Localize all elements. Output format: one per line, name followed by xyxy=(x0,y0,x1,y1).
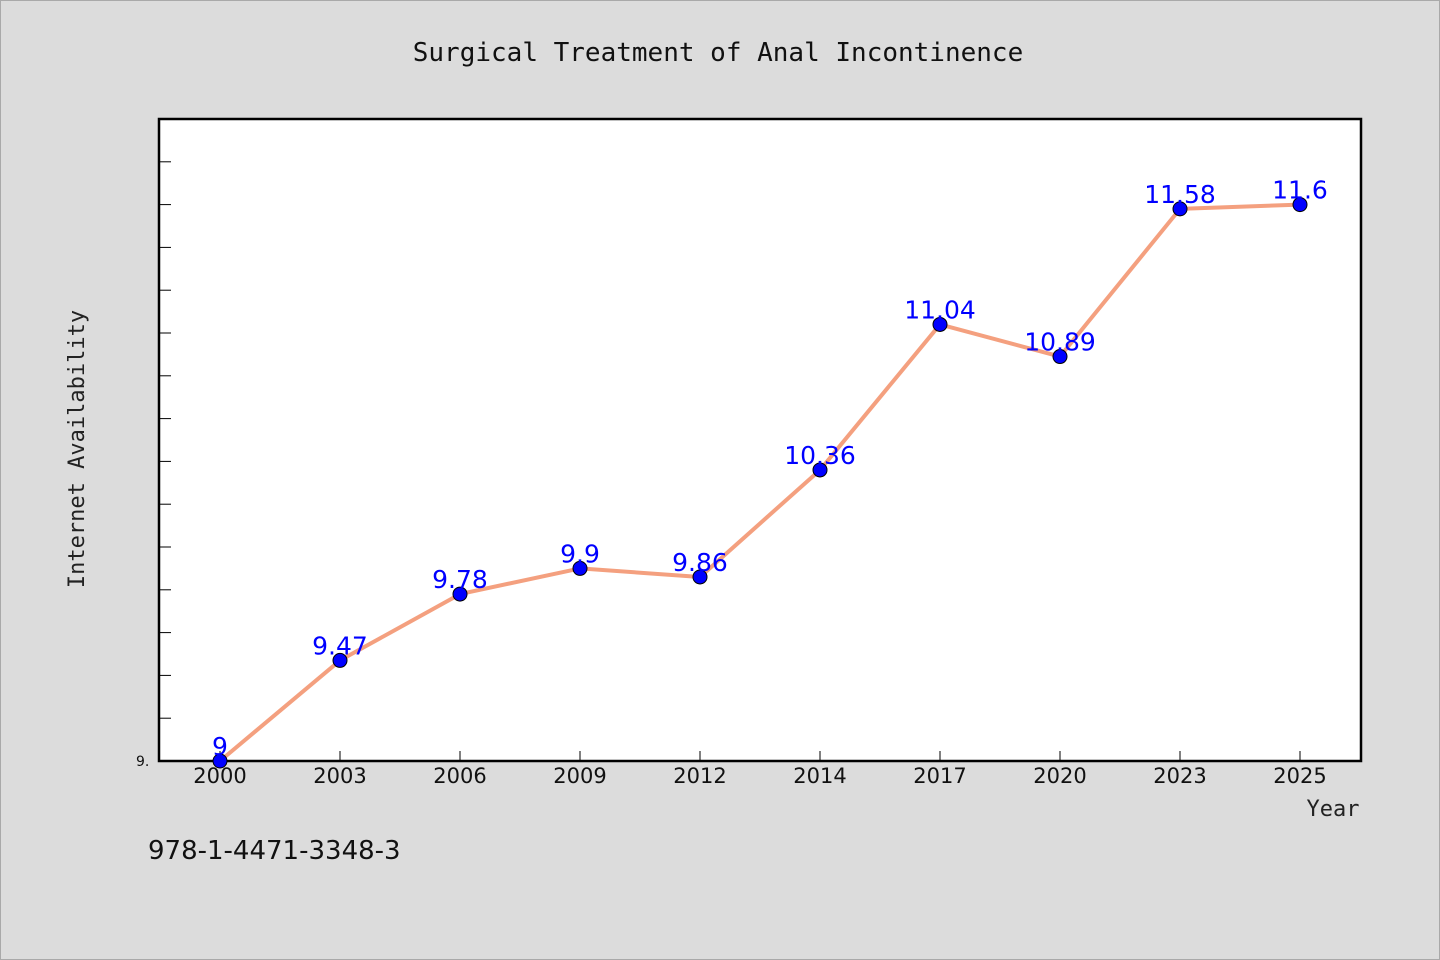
data-label: 10.36 xyxy=(784,441,856,470)
data-label: 11.04 xyxy=(904,295,976,324)
chart-title: Surgical Treatment of Anal Incontinence xyxy=(413,38,1023,68)
data-label: 11.58 xyxy=(1144,180,1216,209)
data-point xyxy=(212,753,228,769)
data-label: 9.47 xyxy=(312,631,368,660)
y-tick-label: 9. xyxy=(136,754,149,770)
y-axis-ticks xyxy=(159,118,171,762)
data-point xyxy=(812,462,828,478)
x-tick-label: 2003 xyxy=(313,764,366,788)
data-point xyxy=(692,569,708,585)
data-point xyxy=(1172,201,1188,217)
data-labels: 9 9.47 9.78 9.9 9.86 10.36 11.04 10.89 11.58 11.6 xyxy=(212,176,1328,761)
data-point xyxy=(1052,349,1068,365)
data-label: 9.78 xyxy=(432,565,488,594)
x-tick-label: 2020 xyxy=(1033,764,1086,788)
data-label: 9.86 xyxy=(672,548,728,577)
data-point xyxy=(332,652,348,668)
data-label: 10.89 xyxy=(1024,328,1096,357)
x-tick-label: 2009 xyxy=(553,764,606,788)
data-label: 9.9 xyxy=(560,539,600,568)
data-points xyxy=(212,197,1308,769)
data-point xyxy=(1292,197,1308,213)
data-point xyxy=(452,586,468,602)
x-tick-label: 2014 xyxy=(793,764,846,788)
x-tick-label: 2023 xyxy=(1153,764,1206,788)
data-point xyxy=(572,560,588,576)
x-tick-label: 2025 xyxy=(1273,764,1326,788)
data-point xyxy=(932,316,948,332)
x-tick-label: 2006 xyxy=(433,764,486,788)
x-axis-label: Year xyxy=(1307,797,1360,822)
data-label: 9 xyxy=(212,732,228,761)
x-tick-label: 2017 xyxy=(913,764,966,788)
data-label: 11.6 xyxy=(1272,176,1328,205)
y-axis-label: Internet Availability xyxy=(65,310,90,588)
isbn-text: 978-1-4471-3348-3 xyxy=(148,836,401,866)
x-axis-ticks: 2000 2003 2006 2009 2012 2014 2017 2020 2023 2025 xyxy=(193,751,1327,788)
x-tick-label: 2012 xyxy=(673,764,726,788)
plot-area xyxy=(157,117,1363,763)
series-line xyxy=(218,202,1301,763)
